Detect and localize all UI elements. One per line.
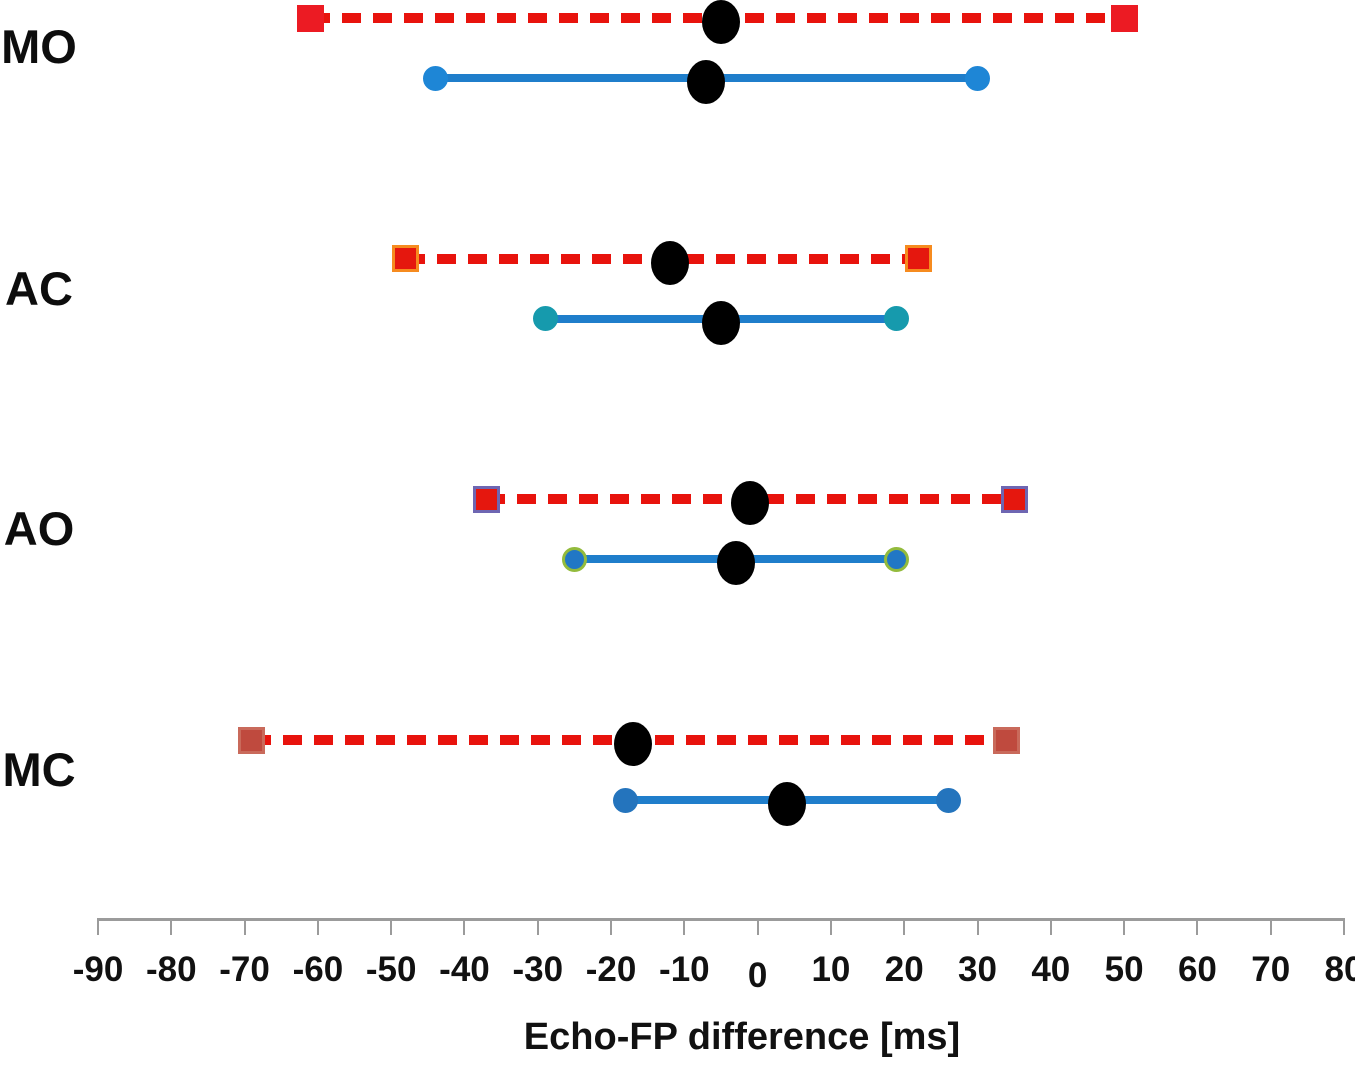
square-endpoint-mo-high	[1110, 4, 1138, 32]
x-tick-label-20: 20	[884, 950, 924, 989]
mean-dot-mc-dashed	[614, 722, 653, 767]
x-tick-70	[1269, 920, 1272, 935]
square-endpoint-ao-high	[1000, 485, 1028, 513]
x-tick-20	[903, 920, 906, 935]
x-tick--50	[390, 920, 393, 935]
x-tick-label-70: 70	[1251, 950, 1291, 989]
circle-endpoint-ac-low	[532, 306, 558, 332]
x-tick-label-60: 60	[1177, 950, 1217, 989]
x-tick--20	[610, 920, 613, 935]
x-tick--80	[170, 920, 173, 935]
x-tick--60	[316, 920, 319, 935]
x-axis-line	[97, 918, 1345, 921]
circle-endpoint-mc-high	[935, 787, 961, 813]
x-tick--90	[97, 920, 99, 935]
square-endpoint-mo-low	[297, 4, 325, 32]
mean-dot-ao-solid	[716, 541, 755, 586]
circle-endpoint-mo-high	[965, 65, 991, 91]
x-tick--30	[536, 920, 539, 935]
x-tick-label--20: -20	[585, 950, 637, 989]
x-tick-label--60: -60	[292, 950, 344, 989]
x-tick--10	[683, 920, 686, 935]
x-tick-label--10: -10	[659, 950, 710, 989]
x-tick-40	[1049, 920, 1052, 935]
mean-dot-ac-solid	[702, 300, 740, 345]
circle-endpoint-ac-high	[884, 306, 910, 332]
x-tick-label-40: 40	[1031, 950, 1071, 989]
x-tick-label-30: 30	[958, 950, 997, 989]
x-tick-30	[976, 920, 979, 935]
x-axis-title: Echo-FP difference [ms]	[523, 1016, 961, 1058]
x-tick--40	[463, 920, 466, 935]
x-tick-label--70: -70	[219, 950, 270, 989]
mean-dot-ac-dashed	[650, 240, 689, 285]
x-tick-50	[1123, 920, 1126, 935]
x-tick-label--80: -80	[145, 950, 197, 989]
square-endpoint-ac-high	[905, 245, 933, 273]
mean-dot-ao-dashed	[731, 481, 770, 526]
group-label-mc: MC	[2, 743, 76, 797]
x-tick-label--50: -50	[365, 950, 417, 989]
x-tick-label-10: 10	[811, 950, 851, 989]
x-tick-label-50: 50	[1104, 950, 1144, 989]
x-tick-80	[1343, 920, 1345, 935]
mean-dot-mc-solid	[767, 782, 806, 827]
x-tick--70	[243, 920, 246, 935]
x-tick-label--30: -30	[512, 950, 564, 989]
x-tick-label--90: -90	[72, 950, 124, 989]
mean-dot-mo-solid	[687, 60, 726, 104]
circle-endpoint-mc-low	[613, 787, 639, 813]
x-tick-60	[1196, 920, 1199, 935]
square-endpoint-mc-high	[993, 726, 1021, 754]
x-tick-0	[756, 920, 759, 935]
x-tick-label-0: 0	[747, 956, 768, 995]
x-tick-label--40: -40	[439, 950, 490, 989]
x-tick-label-80: 80	[1324, 950, 1355, 989]
circle-endpoint-mo-low	[422, 65, 448, 91]
square-endpoint-mc-low	[238, 726, 266, 754]
group-label-ac: AC	[5, 261, 73, 315]
square-endpoint-ao-low	[472, 485, 500, 513]
circle-endpoint-ao-low	[561, 546, 587, 572]
group-label-ao: AO	[3, 502, 75, 556]
group-label-mo: MO	[1, 20, 77, 73]
circle-endpoint-ao-high	[884, 546, 910, 572]
square-endpoint-ac-low	[392, 245, 420, 273]
mean-dot-mo-dashed	[702, 0, 740, 44]
x-tick-10	[829, 920, 832, 935]
